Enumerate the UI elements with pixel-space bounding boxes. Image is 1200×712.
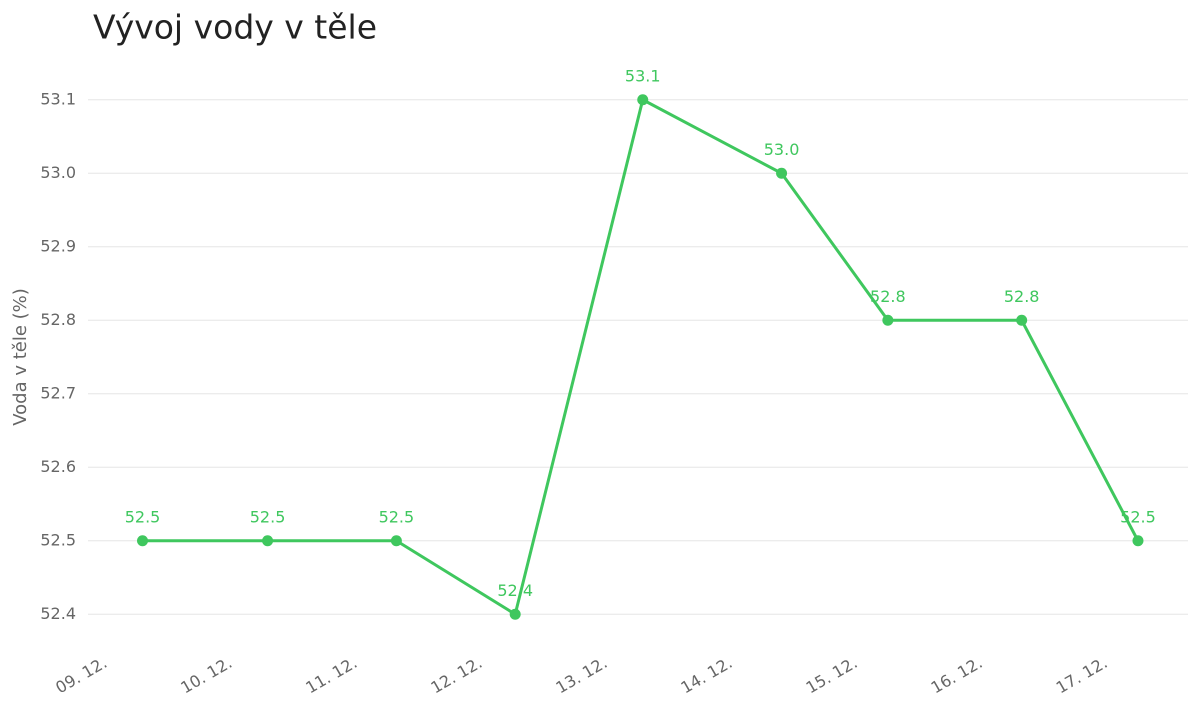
data-label: 52.5 (125, 507, 161, 526)
x-tick-label: 14. 12. (678, 653, 736, 697)
data-label: 52.8 (1004, 287, 1040, 306)
x-tick-label: 17. 12. (1053, 653, 1111, 697)
x-tick-label: 12. 12. (427, 653, 485, 697)
y-tick-label: 52.8 (40, 310, 76, 329)
point (137, 535, 149, 547)
y-tick-label: 52.6 (40, 457, 76, 476)
point (1132, 535, 1144, 547)
data-label: 53.0 (764, 140, 800, 159)
chart-title: Vývoj vody v těle (93, 8, 377, 47)
x-tick-label: 15. 12. (803, 653, 861, 697)
point (637, 94, 649, 106)
x-tick-label: 16. 12. (928, 653, 986, 697)
y-axis-label: Voda v těle (%) (10, 288, 31, 426)
point (390, 535, 402, 547)
data-label: 52.5 (1120, 507, 1156, 526)
point (1016, 314, 1028, 326)
point (882, 314, 894, 326)
line (142, 98, 1140, 616)
x-tick-label: 11. 12. (302, 653, 360, 697)
y-tick-label: 52.7 (40, 383, 76, 402)
data-label: 52.5 (379, 507, 415, 526)
x-tick-label: 09. 12. (52, 653, 110, 697)
point (262, 535, 274, 547)
y-tick-label: 52.9 (40, 236, 76, 255)
data-label: 52.5 (250, 507, 286, 526)
data-label: 52.4 (497, 581, 533, 600)
x-tick-label: 13. 12. (553, 653, 611, 697)
y-tick-label: 52.5 (40, 530, 76, 549)
point (509, 608, 521, 620)
data-label: 53.1 (625, 66, 661, 85)
point (776, 167, 788, 179)
y-tick-label: 52.4 (40, 604, 76, 623)
y-tick-label: 53.1 (40, 89, 76, 108)
x-tick-label: 10. 12. (177, 653, 235, 697)
data-label: 52.8 (870, 287, 906, 306)
y-tick-label: 53.0 (40, 163, 76, 182)
